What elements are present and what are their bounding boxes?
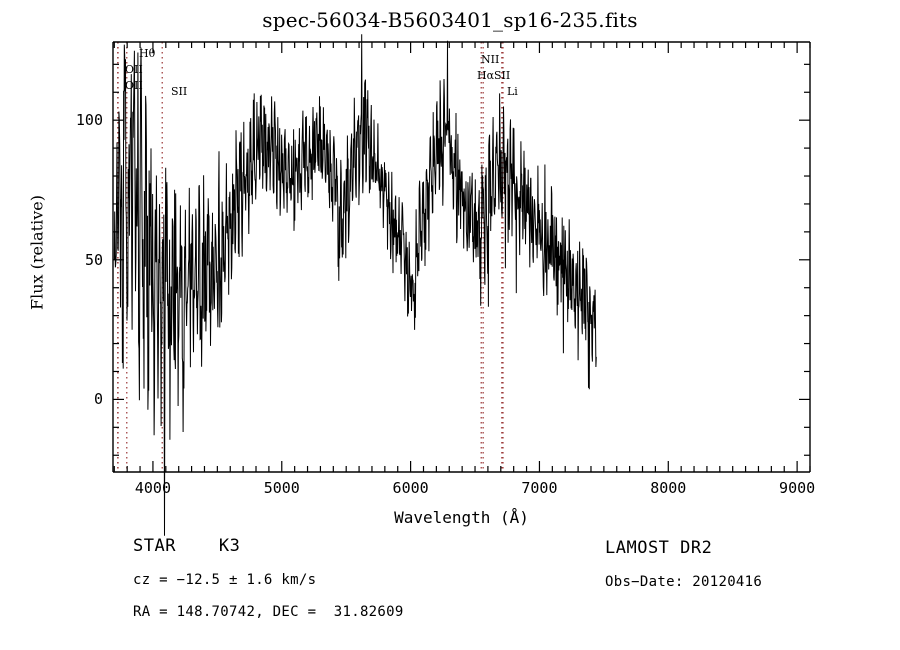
object-class-label: STAR K3 <box>133 536 241 556</box>
spectral-line-label: NII <box>481 53 500 66</box>
x-tick-label: 4000 <box>134 479 171 497</box>
y-tick-label: 0 <box>93 390 103 409</box>
x-tick-label: 5000 <box>263 479 300 497</box>
spectral-line-label: OII <box>125 79 143 92</box>
spectrum-trace <box>113 34 597 536</box>
spectral-line-label: Li <box>507 85 518 98</box>
x-tick-label: 6000 <box>392 479 429 497</box>
survey-label: LAMOST DR2 <box>605 538 713 558</box>
spectral-line-label: OII <box>125 63 143 76</box>
x-tick-label: 9000 <box>779 479 816 497</box>
x-tick-label: 7000 <box>521 479 558 497</box>
page-title: spec-56034-B5603401_sp16-235.fits <box>262 8 638 32</box>
x-tick-label: 8000 <box>650 479 687 497</box>
spectral-line-label: SII <box>171 85 188 98</box>
spectral-line-label: Hθ <box>139 47 156 60</box>
x-axis-title: Wavelength (Å) <box>394 508 529 527</box>
y-tick-label: 100 <box>75 111 103 130</box>
redshift-velocity-label: cz = −12.5 ± 1.6 km/s <box>133 572 317 588</box>
flux-curve <box>113 34 597 536</box>
spectral-line-label: HαSII <box>477 69 511 82</box>
y-tick-label: 50 <box>84 250 103 269</box>
y-axis-title: Flux (relative) <box>27 195 47 310</box>
axes-frame <box>112 41 811 473</box>
coordinates-label: RA = 148.70742, DEC = 31.82609 <box>133 604 404 620</box>
obs-date-label: Obs−Date: 20120416 <box>605 574 763 590</box>
